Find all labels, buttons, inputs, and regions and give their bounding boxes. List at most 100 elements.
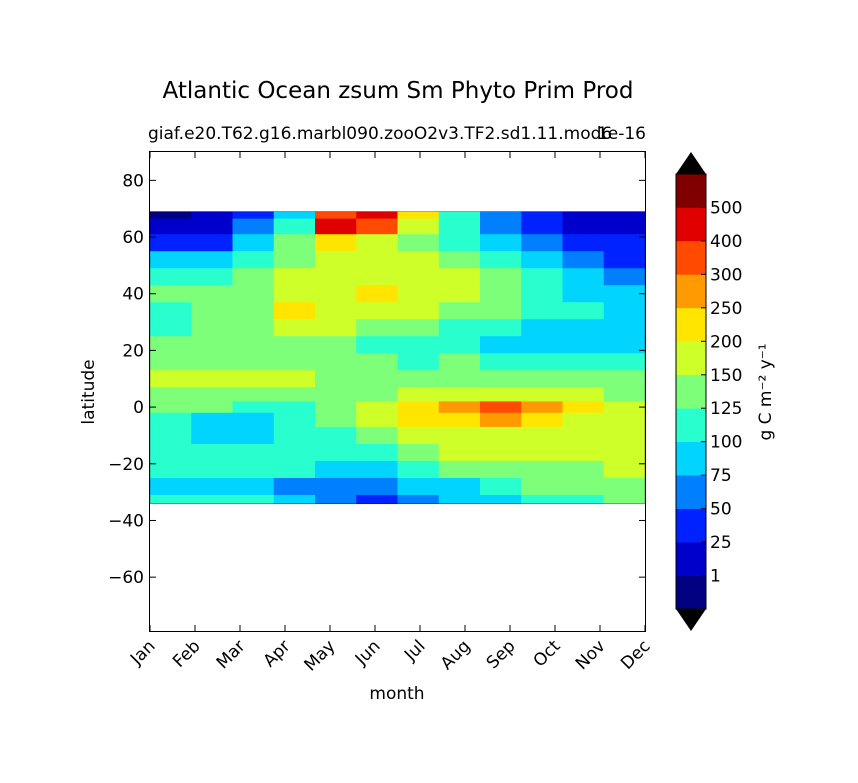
contour-cell <box>603 412 646 428</box>
y-tick-label: −40 <box>108 511 144 531</box>
contour-cell <box>562 353 605 371</box>
contour-cell <box>232 401 275 414</box>
contour-cell <box>150 319 192 337</box>
contour-cell <box>356 268 399 286</box>
contour-cell <box>315 336 357 354</box>
contour-cell <box>603 370 646 388</box>
chart-title: Atlantic Ocean zsum Sm Phyto Prim Prod <box>163 78 634 104</box>
contour-cell <box>480 285 522 303</box>
contour-cell <box>273 443 316 462</box>
contour-cell <box>150 336 192 354</box>
contour-cell <box>191 234 234 252</box>
contour-cell <box>521 412 564 428</box>
contour-cell <box>232 211 275 220</box>
contour-cell <box>562 234 605 252</box>
contour-cell <box>232 460 275 479</box>
contour-cell <box>150 401 192 414</box>
contour-cell <box>397 353 440 371</box>
contour-cell <box>273 387 316 403</box>
contour-cell <box>397 268 440 286</box>
contour-cell <box>397 460 440 479</box>
contour-cell <box>603 426 646 445</box>
contour-cell <box>191 336 234 354</box>
contour-cell <box>150 412 192 428</box>
contour-cell <box>397 387 440 403</box>
contour-cell <box>150 285 192 303</box>
colorbar-extend-min <box>676 609 706 631</box>
contour-cell <box>273 426 316 445</box>
contour-cell <box>397 477 440 496</box>
colorbar-tick-label: 50 <box>710 500 732 520</box>
contour-cell <box>356 234 399 252</box>
contour-cell <box>480 412 522 428</box>
contour-cell <box>315 401 357 414</box>
contour-cell <box>603 460 646 479</box>
contour-cell <box>397 443 440 462</box>
contour-cell <box>273 370 316 388</box>
contour-cell <box>232 234 275 252</box>
x-tick-label: Jan <box>126 636 159 669</box>
colorbar-tick-label: 150 <box>710 366 742 386</box>
contour-cell <box>603 477 646 496</box>
x-tick-label: Jul <box>400 636 429 665</box>
chart-subtitle-right: 1e-16 <box>597 124 646 144</box>
contour-cell <box>356 401 399 414</box>
contour-cell <box>562 285 605 303</box>
contour-cell <box>273 218 316 235</box>
contour-cell <box>480 268 522 286</box>
x-tick-label: Feb <box>169 636 204 671</box>
colorbar-tick-label: 250 <box>710 299 742 319</box>
contour-cell <box>480 443 522 462</box>
contour-cell <box>521 211 564 220</box>
contour-cell <box>150 443 192 462</box>
contour-cell <box>191 426 234 445</box>
contour-cell <box>356 387 399 403</box>
contour-cell <box>356 302 399 320</box>
contour-cell <box>273 302 316 320</box>
contour-cell <box>521 426 564 445</box>
x-tick-label: Apr <box>260 636 295 671</box>
contour-cell <box>397 336 440 354</box>
contour-cell <box>562 218 605 235</box>
contour-cell <box>562 302 605 320</box>
contour-cell <box>273 234 316 252</box>
contour-cell <box>315 412 357 428</box>
contour-cell <box>356 353 399 371</box>
contour-cell <box>603 353 646 371</box>
contour-cell <box>150 460 192 479</box>
contour-cell <box>480 353 522 371</box>
plot-frame <box>149 151 646 632</box>
x-tick-label: Mar <box>213 636 250 673</box>
contour-cell <box>521 477 564 496</box>
contour-cell <box>150 426 192 445</box>
contour-cell <box>397 370 440 388</box>
contour-cell <box>150 302 192 320</box>
contour-cell <box>562 370 605 388</box>
contour-cell <box>315 285 357 303</box>
contour-cell <box>191 401 234 414</box>
contour-cell <box>480 251 522 269</box>
contour-cell <box>480 302 522 320</box>
y-tick-label: −60 <box>108 568 144 588</box>
contour-cell <box>150 251 192 269</box>
colorbar-tick-label: 75 <box>710 466 732 486</box>
contour-cell <box>397 494 440 505</box>
contour-cell <box>521 336 564 354</box>
contour-cell <box>603 401 646 414</box>
contour-cell <box>438 211 481 220</box>
contour-cell <box>480 336 522 354</box>
contour-cell <box>191 387 234 403</box>
contour-cell <box>191 302 234 320</box>
contour-cell <box>356 319 399 337</box>
contour-cell <box>397 319 440 337</box>
contour-cell <box>438 412 481 428</box>
contour-cell <box>603 211 646 220</box>
contour-cell <box>562 268 605 286</box>
contour-cell <box>232 319 275 337</box>
contour-cell <box>191 218 234 235</box>
contour-cell <box>562 477 605 496</box>
contour-cell <box>562 401 605 414</box>
colorbar-swatch <box>676 374 706 409</box>
contour-cell <box>356 443 399 462</box>
